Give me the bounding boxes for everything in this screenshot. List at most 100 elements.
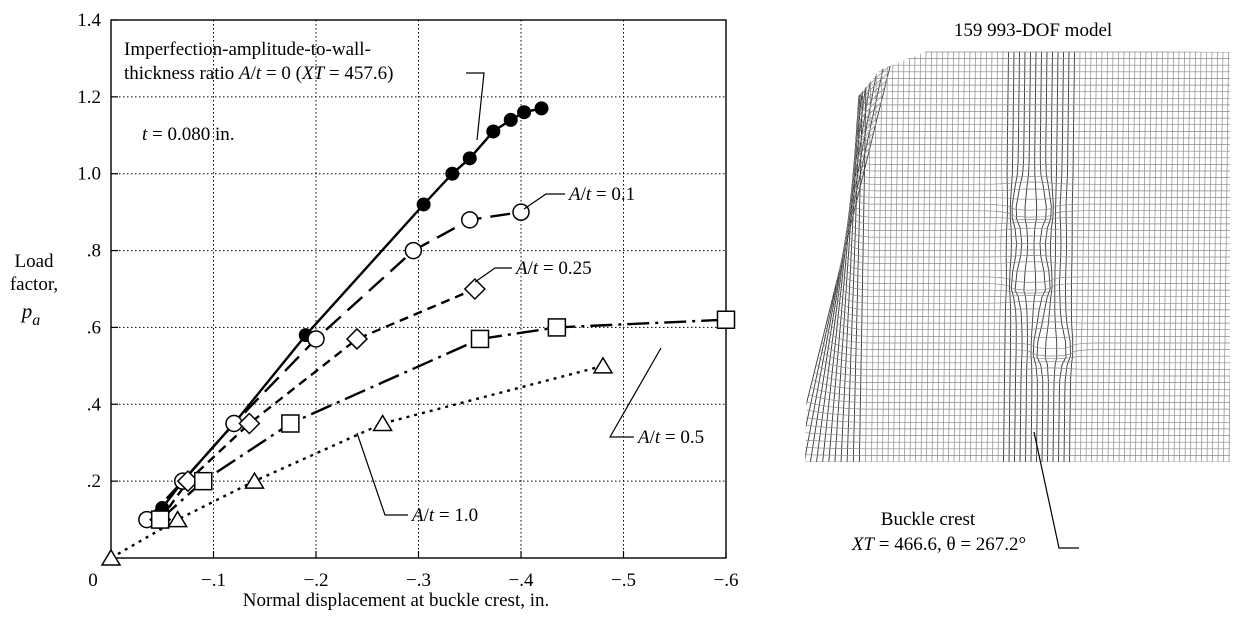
mesh-line	[819, 349, 1230, 364]
mesh-line	[848, 199, 1230, 231]
mesh-line	[856, 95, 1230, 139]
mesh-line	[845, 222, 1230, 251]
mesh-line	[1023, 51, 1031, 462]
mesh-line	[843, 237, 1230, 264]
data-point-series-4	[547, 318, 567, 337]
mesh-line	[857, 80, 1230, 126]
crest-leader	[1033, 431, 1079, 549]
data-point-series-2	[461, 211, 479, 229]
mesh-line	[856, 87, 1230, 132]
mesh-line	[805, 424, 1230, 430]
leader-at-01	[523, 193, 565, 210]
thickness-label: t = 0.080 in.	[142, 124, 235, 145]
mesh-line	[814, 371, 1230, 383]
data-point-series-1	[503, 112, 518, 127]
x-tick-labels: 0 −.1 −.2 −.3 −.4 −.5 −.6	[88, 570, 738, 591]
mesh-line	[859, 50, 1230, 79]
x-axis-label: Normal displacement at buckle crest, in.	[243, 590, 550, 611]
mesh-line	[857, 72, 1230, 119]
mesh-line	[852, 154, 1230, 192]
leader-at-05	[608, 347, 662, 438]
mesh-line	[841, 252, 1230, 283]
data-point-series-5	[167, 510, 188, 528]
mesh-line	[858, 50, 1230, 99]
mesh-line	[828, 312, 1230, 331]
data-point-series-1	[445, 166, 460, 181]
data-point-series-5	[244, 471, 265, 489]
mesh-line	[834, 289, 1230, 311]
data-point-series-1	[534, 101, 549, 116]
label-at-10: A/t = 1.0	[410, 505, 478, 526]
x-tick-label: −.4	[509, 570, 534, 591]
mesh-line	[812, 379, 1230, 390]
mesh-line	[851, 169, 1230, 211]
mesh-line	[859, 50, 1230, 86]
data-point-series-1	[416, 197, 431, 212]
mesh-line	[840, 259, 1230, 291]
mesh-line	[1036, 51, 1052, 462]
mesh-line	[808, 394, 1230, 403]
series-markers	[100, 101, 736, 566]
mesh-line	[853, 132, 1230, 172]
x-tick-label: 0	[88, 570, 98, 591]
mesh-line	[1010, 51, 1020, 462]
leader-at-10	[356, 432, 408, 516]
series-line-3	[159, 287, 476, 521]
y-tick-labels: .2 .4 .6 .8 1.0 1.2 1.4	[77, 10, 101, 492]
mesh-line	[832, 297, 1230, 317]
data-point-series-3	[463, 277, 486, 301]
crest-coordinates: XT = 466.6, θ = 267.2°	[851, 534, 1026, 555]
mesh-line	[835, 282, 1230, 304]
imperfection-label-line-1: Imperfection-amplitude-to-wall-	[124, 39, 371, 60]
mesh-line	[826, 319, 1230, 338]
y-tick-label: 1.4	[77, 10, 101, 31]
tick-marks	[110, 19, 727, 558]
mesh-line	[810, 386, 1230, 397]
data-point-series-2	[307, 330, 325, 348]
x-tick-label: −.2	[304, 570, 329, 591]
data-point-series-3	[238, 412, 261, 435]
x-tick-label: −.1	[201, 570, 226, 591]
leader-at-025	[474, 267, 512, 283]
mesh-line	[1014, 51, 1026, 462]
mesh-line	[842, 244, 1230, 272]
load-displacement-chart: 0 −.1 −.2 −.3 −.4 −.5 −.6 .2 .4 .6 .8 1.0 1.2 1.4 No…	[10, 10, 739, 611]
data-point-series-5	[100, 548, 122, 566]
y-tick-label: .8	[87, 241, 101, 262]
x-tick-label: −.3	[406, 570, 431, 591]
mesh-line	[821, 342, 1230, 360]
data-point-series-4	[281, 414, 300, 433]
data-point-series-5	[372, 414, 393, 432]
y-tick-label: .6	[87, 317, 101, 338]
y-axis-label-line-2: factor,	[10, 274, 58, 295]
data-point-series-1	[486, 124, 501, 139]
y-tick-label: 1.0	[77, 164, 101, 185]
mesh-line	[825, 327, 1230, 350]
y-tick-label: 1.2	[77, 87, 101, 108]
fe-model-panel: 159 993-DOF model Buckle crest XT = 466.…	[805, 20, 1230, 555]
y-axis-label-line-1: Load	[14, 251, 54, 272]
mesh-line	[805, 431, 1230, 436]
mesh-line	[805, 454, 1230, 456]
series-line-1	[147, 107, 542, 521]
data-point-series-4	[716, 310, 736, 329]
mesh-line	[855, 102, 1230, 145]
y-axis-label-symbol: pa	[20, 299, 41, 329]
mesh-line	[1052, 51, 1059, 462]
imperfection-leader	[466, 72, 485, 141]
mesh-line	[854, 117, 1230, 159]
y-tick-label: .2	[87, 471, 101, 492]
data-point-series-1	[517, 105, 532, 120]
mesh-line	[823, 334, 1230, 357]
mesh-line	[805, 409, 1230, 417]
label-at-05: A/t = 0.5	[636, 427, 704, 448]
mesh-line	[855, 110, 1230, 152]
data-point-series-2	[404, 241, 423, 260]
mesh-line	[1008, 51, 1015, 462]
model-title: 159 993-DOF model	[954, 20, 1112, 41]
mesh-line	[850, 177, 1230, 218]
crest-label: Buckle crest	[881, 509, 976, 530]
mesh-line	[849, 184, 1230, 220]
mesh-line	[1228, 51, 1230, 462]
mesh-line	[848, 192, 1230, 225]
